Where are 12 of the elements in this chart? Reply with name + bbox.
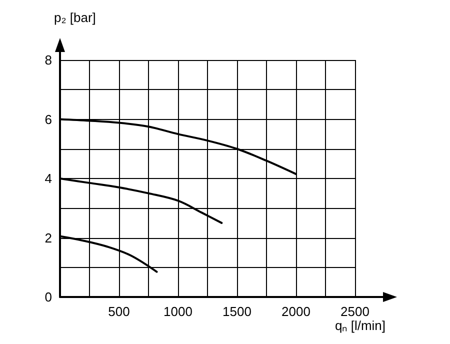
y-tick-label: 8 — [44, 52, 52, 68]
x-tick-label: 500 — [108, 304, 130, 319]
y-axis-title: p₂ [bar] — [54, 10, 96, 25]
y-tick-label: 0 — [44, 290, 52, 304]
x-axis-title: qₙ [l/min] — [335, 318, 386, 333]
x-tick-label: 2000 — [282, 304, 310, 319]
x-tick-label: 1000 — [164, 304, 192, 319]
y-tick-label: 6 — [44, 112, 52, 127]
y-tick-label: 2 — [44, 230, 52, 246]
x-tick-label: 1500 — [222, 304, 252, 319]
x-tick-label: 2500 — [340, 304, 370, 319]
y-tick-label: 4 — [44, 171, 52, 186]
